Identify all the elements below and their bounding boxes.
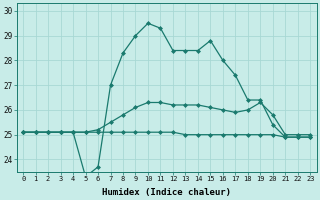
X-axis label: Humidex (Indice chaleur): Humidex (Indice chaleur): [102, 188, 231, 197]
